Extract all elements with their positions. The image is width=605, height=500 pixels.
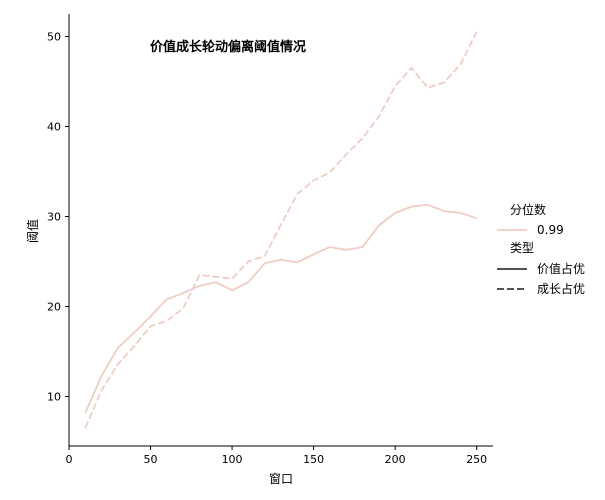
x-tick-label: 150 (303, 453, 324, 466)
y-tick-label: 10 (47, 391, 61, 404)
x-tick-label: 100 (222, 453, 243, 466)
legend-hue-label: 0.99 (537, 223, 564, 237)
legend-style-label-growth: 成长占优 (537, 281, 585, 296)
x-tick-label: 0 (66, 453, 73, 466)
x-ticks: 0 50 100 150 200 250 (66, 446, 487, 466)
x-axis-title: 窗口 (269, 472, 293, 486)
legend-style-label-value: 价值占优 (537, 261, 585, 276)
y-axis-title: 阈值 (25, 219, 40, 243)
x-tick-label: 250 (466, 453, 487, 466)
legend-style-title: 类型 (510, 241, 534, 255)
y-ticks: 10 20 30 40 50 (47, 31, 69, 404)
y-tick-label: 50 (47, 31, 61, 44)
series-line-growth (84, 31, 478, 429)
series-line-value (84, 203, 477, 414)
legend-hue-title: 分位数 (510, 202, 546, 217)
axes (68, 14, 493, 447)
legend: 分位数 0.99 类型 价值占优 成长占优 (497, 202, 585, 296)
series-lines (84, 31, 478, 429)
x-tick-label: 200 (385, 453, 406, 466)
chart-title: 价值成长轮动偏离阈值情况 (150, 39, 306, 55)
x-tick-label: 50 (144, 453, 158, 466)
y-tick-label: 30 (47, 211, 61, 224)
y-tick-label: 40 (47, 121, 61, 134)
y-tick-label: 20 (47, 301, 61, 314)
